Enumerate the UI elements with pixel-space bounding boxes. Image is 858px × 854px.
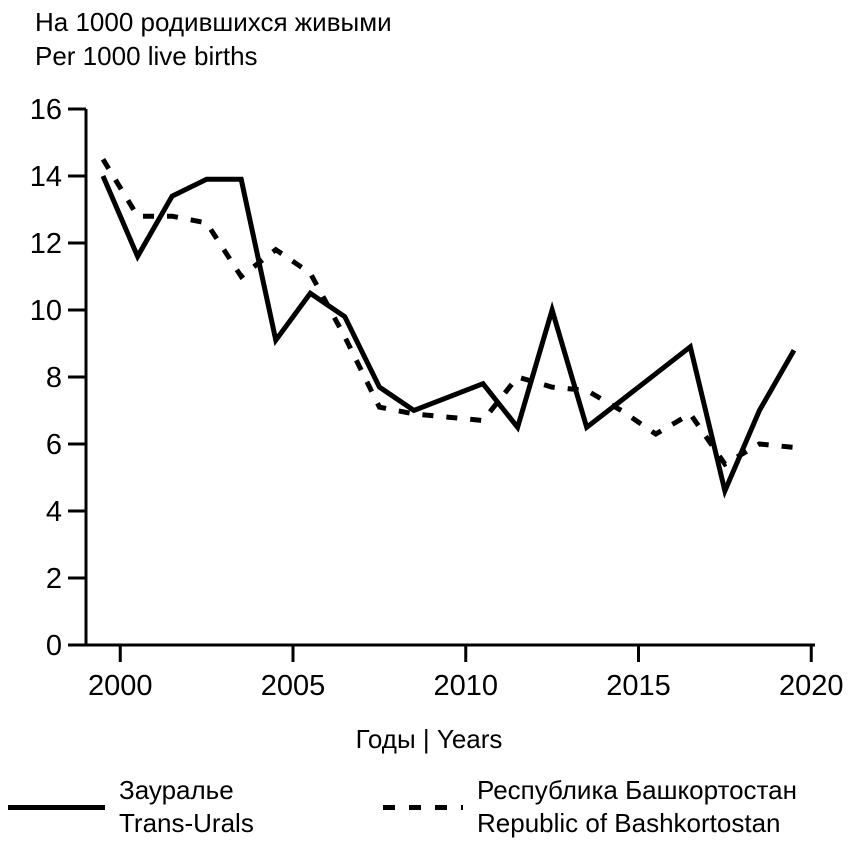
x-tick-label: 2005 <box>261 670 326 702</box>
legend-label-bashkortostan-en: Republic of Bashkortostan <box>477 808 781 838</box>
x-tick-label: 2020 <box>779 670 844 702</box>
y-tick-label: 0 <box>46 630 62 662</box>
x-tick-label: 2000 <box>88 670 153 702</box>
legend-label-bashkortostan-ru: Республика Башкортостан <box>477 775 797 805</box>
x-tick-label: 2015 <box>606 670 671 702</box>
y-tick-label: 14 <box>30 161 62 193</box>
y-tick-label: 16 <box>30 94 62 126</box>
legend-item-bashkortostan: Республика Башкортостан Republic of Bash… <box>383 774 797 840</box>
y-tick-label: 10 <box>30 295 62 327</box>
x-axis-title: Годы | Years <box>355 724 503 754</box>
legend-label-trans-urals-en: Trans-Urals <box>119 808 254 838</box>
y-tick-label: 12 <box>30 228 62 260</box>
y-tick-label: 2 <box>46 563 62 595</box>
x-tick-label: 2010 <box>433 670 498 702</box>
chart-title-en: Per 1000 live births <box>35 41 258 71</box>
chart-title-ru: На 1000 родившихся живыми <box>35 7 392 37</box>
y-tick-label: 4 <box>46 496 62 528</box>
line-chart: 0 2 4 6 8 10 12 14 16 2000 2005 2010 2015 2020 <box>30 94 844 702</box>
legend: Зауралье Trans-Urals Республика Башкорто… <box>0 774 858 846</box>
y-tick-label: 8 <box>46 362 62 394</box>
y-tick-label: 6 <box>46 429 62 461</box>
legend-label-trans-urals-ru: Зауралье <box>119 775 234 805</box>
legend-dashed-line-swatch <box>383 804 463 810</box>
legend-solid-line-swatch <box>8 804 105 810</box>
series-line-trans-urals <box>100 175 797 499</box>
chart-title: На 1000 родившихся живыми Per 1000 live … <box>35 5 392 73</box>
legend-item-trans-urals: Зауралье Trans-Urals <box>8 774 254 840</box>
series-line-bashkortostan <box>100 158 795 468</box>
